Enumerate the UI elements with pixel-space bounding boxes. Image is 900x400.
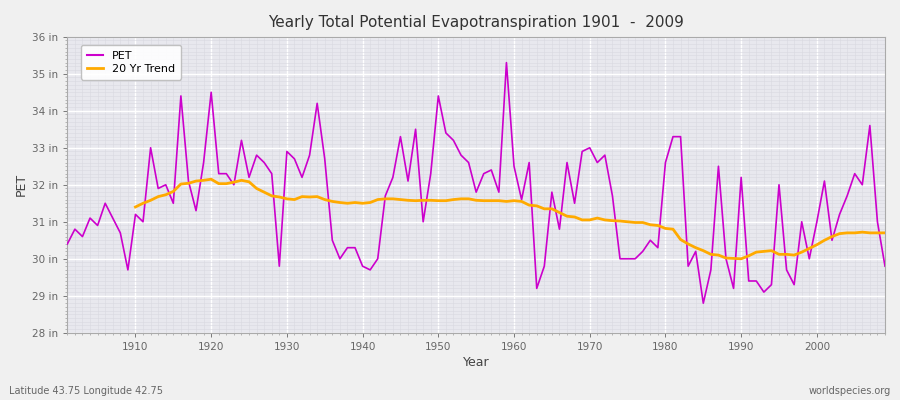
Legend: PET, 20 Yr Trend: PET, 20 Yr Trend [81, 45, 181, 80]
Y-axis label: PET: PET [15, 173, 28, 196]
Text: Latitude 43.75 Longitude 42.75: Latitude 43.75 Longitude 42.75 [9, 386, 163, 396]
X-axis label: Year: Year [463, 356, 490, 369]
Title: Yearly Total Potential Evapotranspiration 1901  -  2009: Yearly Total Potential Evapotranspiratio… [268, 15, 684, 30]
Text: worldspecies.org: worldspecies.org [809, 386, 891, 396]
